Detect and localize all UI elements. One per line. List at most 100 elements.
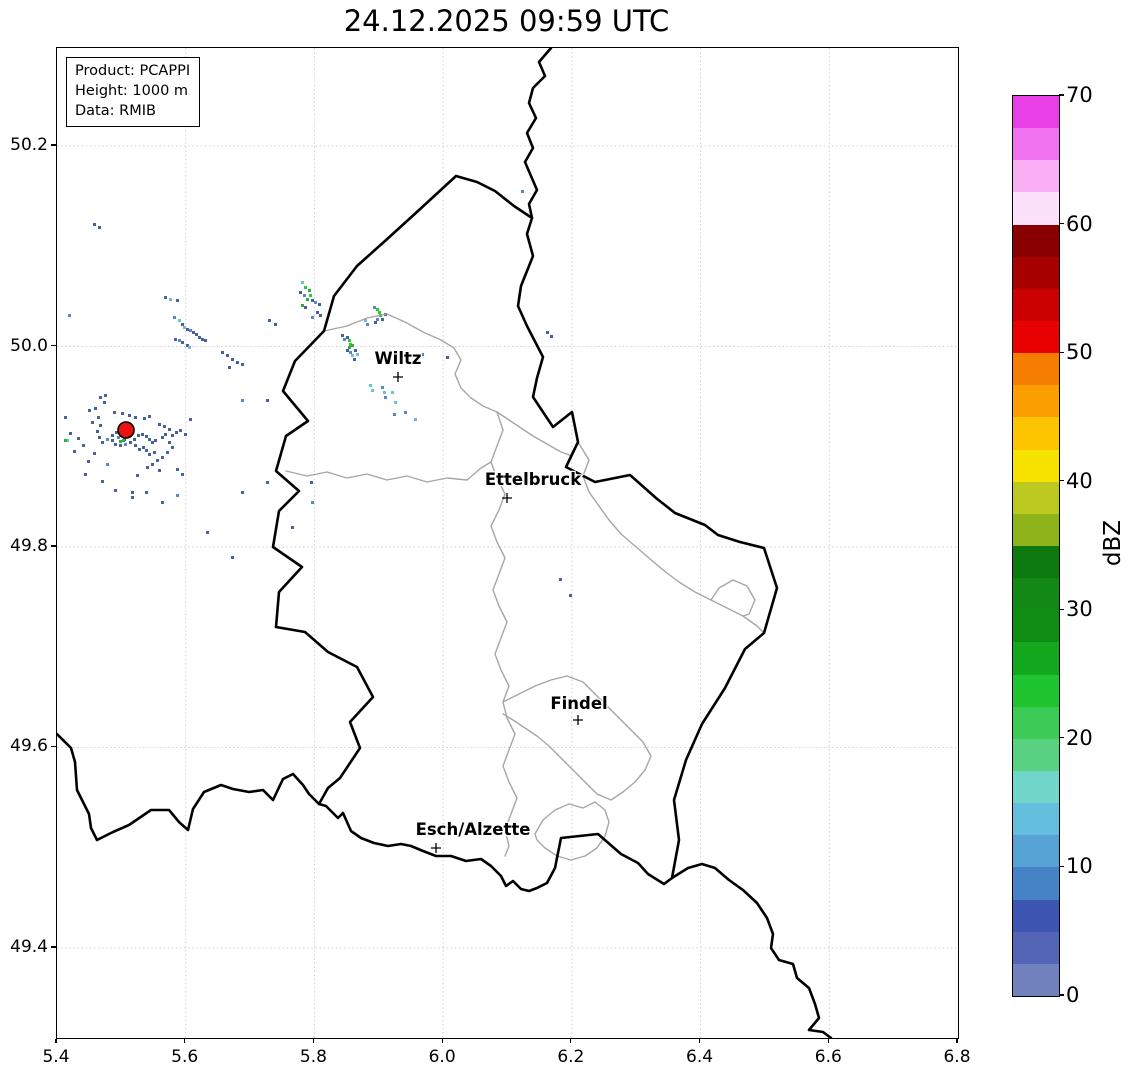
radar-echo-pixel xyxy=(82,444,85,447)
radar-echo-pixel xyxy=(119,440,122,443)
radar-echo-pixel xyxy=(181,473,184,476)
radar-echo-pixel xyxy=(341,334,344,337)
radar-echo-pixel xyxy=(87,460,90,463)
radar-echo-pixel xyxy=(241,363,244,366)
radar-echo-pixel xyxy=(311,299,314,302)
radar-echo-pixel xyxy=(148,438,151,441)
colorbar-tick-label: 50 xyxy=(1066,340,1093,365)
radar-echo-pixel xyxy=(176,299,179,302)
radar-echo-pixel xyxy=(178,339,181,342)
radar-echo-pixel xyxy=(201,338,204,341)
radar-echo-pixel xyxy=(343,338,346,341)
radar-echo-pixel xyxy=(192,331,195,334)
x-tick-label: 6.0 xyxy=(428,1047,456,1067)
radar-echo-pixel xyxy=(351,344,354,347)
radar-echo-pixel xyxy=(204,339,207,342)
y-tick-label: 49.8 xyxy=(10,536,48,556)
x-tick-mark xyxy=(55,1038,57,1043)
radar-echo-pixel xyxy=(175,431,178,434)
radar-echo-pixel xyxy=(274,323,277,326)
radar-echo-pixel xyxy=(134,444,137,447)
radar-echo-pixel xyxy=(161,501,164,504)
radar-echo-pixel xyxy=(98,226,101,229)
map-plot: Wiltz Ettelbruck Findel Esch/Alzette Produc… xyxy=(56,47,959,1039)
colorbar-segment xyxy=(1013,288,1059,321)
radar-echo-pixel xyxy=(168,441,171,444)
radar-echo-pixel xyxy=(113,411,116,414)
info-data-source: Data: RMIB xyxy=(75,103,156,119)
radar-echo-pixel xyxy=(151,463,154,466)
colorbar-tick-label: 10 xyxy=(1066,854,1093,879)
x-tick-mark xyxy=(312,1038,315,1043)
radar-echo-pixel xyxy=(136,474,139,477)
radar-echo-pixel xyxy=(356,353,359,356)
x-tick-mark xyxy=(441,1038,443,1043)
radar-echo-pixel xyxy=(148,453,151,456)
colorbar-tick-mark xyxy=(1059,351,1065,353)
radar-echo-pixel xyxy=(64,439,67,442)
radar-echo-pixel xyxy=(73,450,76,453)
colorbar-tick-mark xyxy=(1059,94,1065,96)
radar-echo-pixel xyxy=(310,481,313,484)
radar-echo-pixel xyxy=(186,344,189,347)
y-tick-mark xyxy=(51,344,56,347)
country-border xyxy=(523,48,553,220)
colorbar-segment xyxy=(1013,96,1059,129)
radar-echo-pixel xyxy=(303,294,306,297)
radar-echo-pixel xyxy=(414,418,417,421)
colorbar-segment xyxy=(1013,353,1059,386)
radar-echo-pixel xyxy=(158,469,161,472)
colorbar-segment xyxy=(1013,770,1059,804)
radar-echo-pixel xyxy=(311,316,314,319)
colorbar-segment xyxy=(1013,160,1059,193)
colorbar-segment xyxy=(1013,417,1059,450)
radar-echo-pixel xyxy=(133,438,136,441)
colorbar-tick-mark xyxy=(1059,608,1065,610)
radar-echo-pixel xyxy=(349,343,352,346)
info-height: Height: 1000 m xyxy=(75,83,189,99)
radar-echo-pixel xyxy=(169,298,172,301)
radar-echo-pixel xyxy=(231,556,234,559)
radar-echo-pixel xyxy=(114,489,117,492)
radar-echo-pixel xyxy=(421,353,424,356)
radar-echo-pixel xyxy=(384,396,387,399)
colorbar-tick-mark xyxy=(1059,480,1065,482)
map-canvas: Wiltz Ettelbruck Findel Esch/Alzette xyxy=(57,48,958,1038)
colorbar-segment xyxy=(1013,513,1059,546)
radar-echo-pixel xyxy=(156,459,159,462)
radar-echo-pixel xyxy=(141,433,144,436)
country-border xyxy=(670,862,833,1038)
radar-echo-pixel xyxy=(546,331,549,334)
colorbar-segment xyxy=(1013,481,1059,514)
radar-echo-pixel xyxy=(122,439,125,442)
radar-echo-pixel xyxy=(291,526,294,529)
radar-echo-pixel xyxy=(154,439,157,442)
radar-echo-pixel xyxy=(373,306,376,309)
colorbar-segment xyxy=(1013,835,1059,868)
radar-echo-pixel xyxy=(97,416,100,419)
radar-echo-pixel xyxy=(179,429,182,432)
radar-echo-pixel xyxy=(521,190,524,193)
radar-site-layer xyxy=(117,421,135,439)
radar-echo-pixel xyxy=(174,338,177,341)
radar-echo-pixel xyxy=(348,339,351,342)
colorbar-segment xyxy=(1013,578,1059,611)
radar-echo-pixel xyxy=(318,303,321,306)
radar-echo-pixel xyxy=(221,351,224,354)
radar-echo-pixel xyxy=(64,416,67,419)
y-tick-label: 49.6 xyxy=(10,736,48,757)
radar-echo-pixel xyxy=(348,346,351,349)
radar-echo-pixel xyxy=(351,354,354,357)
y-tick-mark xyxy=(51,545,56,547)
radar-echo-pixel xyxy=(173,316,176,319)
radar-echo-pixel xyxy=(93,223,96,226)
radar-echo-pixel xyxy=(231,358,234,361)
radar-echo-pixel xyxy=(188,346,191,349)
radar-echo-pixel xyxy=(268,319,271,322)
radar-echo-pixel xyxy=(171,446,174,449)
radar-echo-pixel xyxy=(145,449,148,452)
x-tick-mark xyxy=(184,1038,186,1043)
radar-echo-pixel xyxy=(346,349,349,352)
radar-echo-pixel xyxy=(153,451,156,454)
radar-echo-pixel xyxy=(124,443,127,446)
